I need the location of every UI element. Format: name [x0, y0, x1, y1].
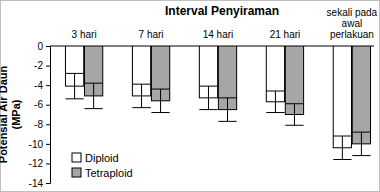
y-tick-label: -2 [34, 60, 43, 71]
y-tick-mark [46, 183, 50, 184]
legend-swatch [72, 153, 81, 162]
bar [352, 46, 370, 144]
error-bar-cap [151, 89, 169, 90]
series [84, 46, 370, 156]
x-tick-label: 3 hari [72, 29, 97, 40]
error-bar-stem [227, 98, 228, 121]
y-tick-label: 0 [37, 41, 43, 52]
error-bar-cap [333, 136, 351, 137]
x-tick-label: 14 hari [203, 29, 234, 40]
error-bar-cap [132, 107, 150, 108]
error-bar-cap [218, 97, 236, 98]
chart-frame [1, 1, 380, 192]
plot-area [65, 46, 370, 160]
legend-swatch [72, 168, 81, 177]
error-bar-cap [65, 98, 83, 99]
error-bar-stem [208, 86, 209, 109]
error-bar-cap [352, 155, 370, 156]
error-bar [199, 86, 217, 109]
legend: Diploid Tetraploid [72, 152, 133, 179]
error-bar-cap [285, 103, 303, 104]
y-tick: -10 [29, 139, 50, 150]
y-tick-mark [46, 163, 50, 164]
error-bar-cap [84, 108, 102, 109]
x-tick-label: 7 hari [139, 29, 164, 40]
y-tick: -14 [29, 178, 50, 189]
error-bar [352, 132, 370, 155]
bar [333, 46, 351, 148]
y-tick-label: -14 [29, 178, 44, 189]
y-tick-label: -4 [34, 80, 43, 91]
x-tick-label: 21 hari [270, 29, 301, 40]
error-bar-cap [199, 109, 217, 110]
series [65, 46, 351, 160]
error-bar [84, 83, 102, 108]
chart-title: Interval Penyiraman [165, 4, 279, 18]
error-bar-cap [333, 159, 351, 160]
x-tick: 7 hari [139, 29, 164, 46]
y-tick: 0 [37, 41, 50, 52]
error-bar-stem [141, 84, 142, 107]
x-tick: 14 hari [203, 29, 234, 46]
y-tick-label: -10 [29, 139, 44, 150]
x-tick: sekali padaawalperlakuan [327, 7, 378, 46]
error-bar-stem [361, 132, 362, 155]
error-bar-cap [285, 125, 303, 126]
y-axis: -14 -12 -10 -8 -6 -4 -2 0 [29, 41, 51, 189]
error-bar-stem [275, 91, 276, 113]
error-bar-cap [65, 73, 83, 74]
error-bar-cap [266, 112, 284, 113]
y-tick: -6 [34, 99, 50, 110]
error-bar-cap [151, 112, 169, 113]
y-tick-mark [46, 105, 50, 106]
error-bar [266, 91, 284, 113]
y-tick: -4 [34, 80, 50, 91]
y-tick-label: -8 [34, 119, 43, 130]
y-tick-mark [46, 124, 50, 125]
x-tick-label: sekali padaawalperlakuan [327, 7, 378, 40]
error-bar [218, 98, 236, 121]
error-bar-stem [342, 136, 343, 159]
y-tick-mark [46, 46, 50, 47]
y-tick-mark [46, 144, 50, 145]
y-tick: -2 [34, 60, 50, 71]
x-axis: 3 hari 7 hari 14 hari 21 hari sekali padaawa… [50, 7, 378, 46]
error-bar [132, 84, 150, 107]
error-bar-cap [352, 132, 370, 133]
y-tick-label: -12 [29, 158, 44, 169]
error-bar-stem [93, 83, 94, 108]
y-axis-line [46, 47, 51, 184]
error-bar-stem [160, 89, 161, 112]
error-bar-cap [132, 84, 150, 85]
error-bar [333, 136, 351, 159]
error-bar [285, 104, 303, 126]
error-bar-cap [84, 83, 102, 84]
error-bar-cap [218, 121, 236, 122]
x-tick: 3 hari [72, 29, 97, 46]
error-bar [65, 73, 83, 98]
legend-label: Diploid [85, 152, 119, 164]
legend-label: Tetraploid [85, 167, 133, 179]
y-tick-mark [46, 66, 50, 67]
error-bar-cap [199, 86, 217, 87]
error-bar [151, 89, 169, 112]
x-tick: 21 hari [270, 29, 301, 46]
y-axis-title: Potensial Air Daun(MPa) [0, 66, 22, 164]
y-tick-mark [46, 85, 50, 86]
error-bar-cap [266, 91, 284, 92]
error-bar-stem [74, 73, 75, 98]
error-bar-stem [294, 104, 295, 126]
y-tick: -8 [34, 119, 50, 130]
bar [285, 46, 303, 115]
y-tick-label: -6 [34, 99, 43, 110]
y-tick: -12 [29, 158, 50, 169]
